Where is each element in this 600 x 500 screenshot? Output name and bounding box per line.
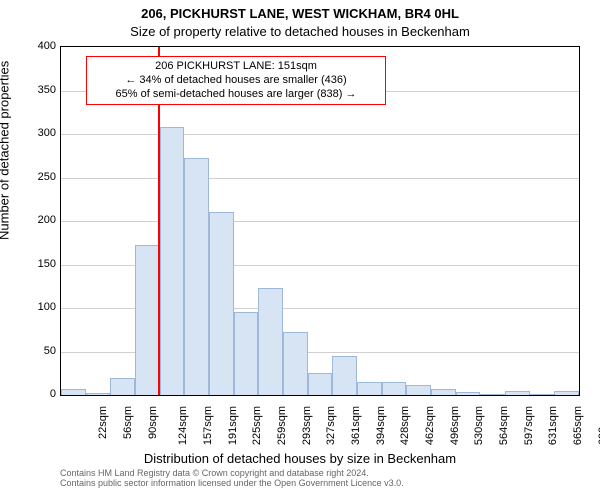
histogram-bar	[382, 382, 407, 395]
x-tick-label: 225sqm	[251, 406, 263, 445]
gridline	[61, 178, 579, 179]
y-tick-label: 0	[16, 388, 56, 400]
x-tick-label: 428sqm	[399, 406, 411, 445]
y-tick-label: 350	[16, 84, 56, 96]
x-tick-label: 22sqm	[97, 406, 109, 439]
x-tick-label: 530sqm	[473, 406, 485, 445]
annotation-line1: 206 PICKHURST LANE: 151sqm	[93, 60, 379, 74]
annotation-line2: ← 34% of detached houses are smaller (43…	[93, 74, 379, 88]
histogram-bar	[480, 394, 505, 395]
y-tick-label: 400	[16, 40, 56, 52]
histogram-bar	[135, 245, 160, 395]
histogram-bar	[431, 389, 456, 395]
histogram-bar	[308, 373, 333, 395]
histogram-bar	[530, 394, 555, 395]
x-tick-label: 631sqm	[547, 406, 559, 445]
x-tick-label: 327sqm	[325, 406, 337, 445]
x-tick-label: 361sqm	[350, 406, 362, 445]
x-tick-label: 56sqm	[122, 406, 134, 439]
x-tick-label: 157sqm	[202, 406, 214, 445]
y-tick-label: 50	[16, 345, 56, 357]
x-tick-label: 293sqm	[301, 406, 313, 445]
histogram-bar	[184, 158, 209, 396]
y-tick-label: 300	[16, 127, 56, 139]
histogram-bar	[86, 393, 111, 395]
histogram-bar	[160, 127, 185, 395]
histogram-bar	[61, 389, 86, 395]
x-tick-label: 665sqm	[572, 406, 584, 445]
y-tick-label: 200	[16, 214, 56, 226]
x-tick-label: 496sqm	[449, 406, 461, 445]
y-tick-label: 150	[16, 258, 56, 270]
histogram-bar	[110, 378, 135, 395]
chart-container: 206, PICKHURST LANE, WEST WICKHAM, BR4 0…	[0, 0, 600, 500]
x-tick-label: 124sqm	[177, 406, 189, 445]
histogram-bar	[456, 392, 481, 395]
histogram-bar	[258, 288, 283, 395]
histogram-bar	[505, 391, 530, 395]
x-tick-label: 394sqm	[375, 406, 387, 445]
histogram-bar	[283, 332, 308, 395]
x-axis-label: Distribution of detached houses by size …	[0, 451, 600, 466]
annotation-box: 206 PICKHURST LANE: 151sqm ← 34% of deta…	[86, 56, 386, 105]
annotation-line3: 65% of semi-detached houses are larger (…	[93, 88, 379, 102]
x-tick-label: 191sqm	[227, 406, 239, 445]
gridline	[61, 221, 579, 222]
histogram-bar	[357, 382, 382, 395]
plot-area: 206 PICKHURST LANE: 151sqm ← 34% of deta…	[60, 46, 580, 396]
histogram-bar	[332, 356, 357, 395]
footer-line2: Contains public sector information licen…	[60, 478, 404, 488]
y-tick-label: 100	[16, 301, 56, 313]
footer-attribution: Contains HM Land Registry data © Crown c…	[60, 468, 404, 488]
histogram-bar	[234, 312, 259, 395]
x-tick-label: 462sqm	[424, 406, 436, 445]
histogram-bar	[406, 385, 431, 395]
chart-title-line2: Size of property relative to detached ho…	[0, 24, 600, 39]
histogram-bar	[554, 391, 579, 395]
chart-title-line1: 206, PICKHURST LANE, WEST WICKHAM, BR4 0…	[0, 6, 600, 21]
x-tick-label: 564sqm	[498, 406, 510, 445]
y-axis-label: Number of detached properties	[0, 61, 12, 240]
x-tick-label: 90sqm	[147, 406, 159, 439]
histogram-bar	[209, 212, 234, 395]
gridline	[61, 134, 579, 135]
y-tick-label: 250	[16, 171, 56, 183]
footer-line1: Contains HM Land Registry data © Crown c…	[60, 468, 404, 478]
x-tick-label: 259sqm	[276, 406, 288, 445]
x-tick-label: 597sqm	[523, 406, 535, 445]
